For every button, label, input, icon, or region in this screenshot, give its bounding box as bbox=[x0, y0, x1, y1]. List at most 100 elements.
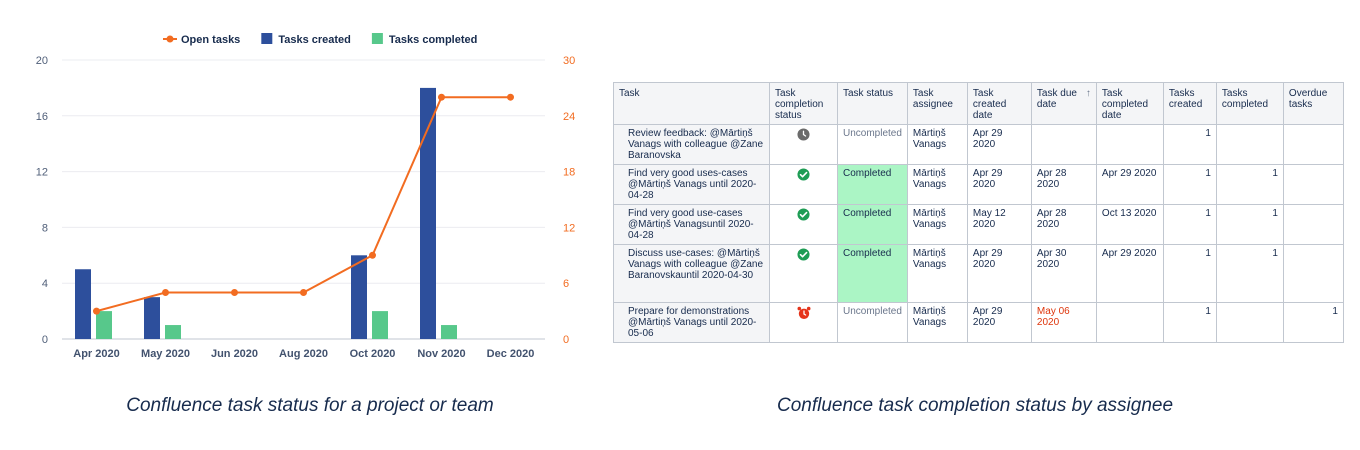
x-tick-label: Jun 2020 bbox=[211, 348, 258, 360]
task-name-cell[interactable]: Find very good uses-cases @Mārtiņš Vanag… bbox=[613, 164, 770, 205]
due-date-cell: Apr 28 2020 bbox=[1030, 164, 1097, 205]
header-due-date-label: Task due date bbox=[1036, 88, 1077, 110]
header-assignee[interactable]: Task assignee bbox=[906, 82, 968, 125]
table-row: Find very good use-cases @Mārtiņš Vanags… bbox=[613, 204, 1344, 245]
completion-status-cell bbox=[769, 164, 838, 205]
x-tick-label: Dec 2020 bbox=[487, 348, 535, 360]
y-right-tick-label: 12 bbox=[563, 222, 575, 234]
legend-swatch bbox=[371, 33, 383, 44]
completed-date-cell: Apr 29 2020 bbox=[1095, 164, 1164, 205]
assignee-cell[interactable]: Mārtiņš Vanags bbox=[906, 302, 968, 343]
completed-date-cell bbox=[1095, 302, 1164, 343]
x-tick-label: Apr 2020 bbox=[73, 348, 119, 360]
y-left-tick-label: 16 bbox=[36, 111, 48, 123]
task-status-cell: Completed bbox=[837, 204, 908, 245]
tasks-created-cell: 1 bbox=[1162, 244, 1217, 303]
tasks-created-cell: 1 bbox=[1162, 204, 1217, 245]
y-right-tick-label: 6 bbox=[563, 278, 569, 290]
tasks-created-cell: 1 bbox=[1162, 302, 1217, 343]
header-completion-status[interactable]: Task completion status bbox=[769, 82, 838, 125]
y-right-tick-label: 0 bbox=[563, 334, 569, 346]
task-name-cell[interactable]: Find very good use-cases @Mārtiņš Vanags… bbox=[613, 204, 770, 245]
check-circle-icon bbox=[797, 168, 810, 181]
tasks-completed-cell: 1 bbox=[1215, 164, 1284, 205]
chart-canvas: 0 4 8 12 16 20 0 6 12 18 24 30 Apr 2020 May 2020 Jun 2… bbox=[36, 33, 575, 360]
task-status-cell: Completed bbox=[837, 164, 908, 205]
task-completion-table: Task Task completion status Task status … bbox=[613, 82, 1344, 343]
created-date-cell: Apr 29 2020 bbox=[966, 244, 1032, 303]
legend-swatch bbox=[261, 33, 273, 44]
task-status-cell: Uncompleted bbox=[837, 124, 908, 165]
point-open-tasks bbox=[369, 251, 376, 259]
tasks-completed-cell: 1 bbox=[1215, 244, 1284, 303]
sort-ascending-icon[interactable]: ↑ bbox=[1085, 88, 1091, 99]
created-date-cell: May 12 2020 bbox=[966, 204, 1032, 245]
bar-tasks-completed bbox=[441, 325, 457, 339]
table-row: Discuss use-cases: @Mārtiņš Vanags with … bbox=[613, 244, 1344, 303]
header-completed-date[interactable]: Task completed date bbox=[1095, 82, 1164, 125]
header-task-status[interactable]: Task status bbox=[837, 82, 908, 125]
assignee-cell[interactable]: Mārtiņš Vanags bbox=[906, 164, 968, 205]
task-status-cell: Uncompleted bbox=[837, 302, 908, 343]
table-row: Prepare for demonstrations @Mārtiņš Vana… bbox=[613, 302, 1344, 343]
x-tick-label: Oct 2020 bbox=[350, 348, 396, 360]
chart-caption: Confluence task status for a project or … bbox=[126, 395, 494, 416]
y-left-tick-label: 4 bbox=[42, 278, 48, 290]
created-date-cell: Apr 29 2020 bbox=[966, 164, 1032, 205]
bar-tasks-created bbox=[144, 297, 160, 339]
header-task[interactable]: Task bbox=[613, 82, 770, 125]
header-due-date[interactable]: ↑ Task due date bbox=[1030, 82, 1097, 125]
y-left-tick-label: 20 bbox=[36, 55, 48, 67]
point-open-tasks bbox=[438, 93, 445, 101]
task-name-cell[interactable]: Discuss use-cases: @Mārtiņš Vanags with … bbox=[613, 244, 770, 303]
y-right-tick-label: 24 bbox=[563, 111, 575, 123]
task-status-chart: 0 4 8 12 16 20 0 6 12 18 24 30 Apr 2020 May 2020 Jun 2… bbox=[0, 0, 600, 370]
y-left-tick-label: 12 bbox=[36, 167, 48, 179]
completion-status-cell bbox=[769, 124, 838, 165]
overdue-tasks-cell bbox=[1282, 164, 1344, 205]
table-row: Find very good uses-cases @Mārtiņš Vanag… bbox=[613, 164, 1344, 205]
due-date-cell: Apr 28 2020 bbox=[1030, 204, 1097, 245]
bar-tasks-completed bbox=[372, 311, 388, 339]
header-tasks-completed[interactable]: Tasks completed bbox=[1215, 82, 1284, 125]
task-name-cell[interactable]: Review feedback: @Mārtiņš Vanags with co… bbox=[613, 124, 770, 165]
bar-tasks-completed bbox=[96, 311, 112, 339]
overdue-tasks-cell: 1 bbox=[1282, 302, 1344, 343]
clock-icon bbox=[797, 128, 810, 141]
created-date-cell: Apr 29 2020 bbox=[966, 124, 1032, 165]
point-open-tasks bbox=[231, 289, 238, 296]
header-tasks-created[interactable]: Tasks created bbox=[1162, 82, 1217, 125]
x-tick-label: Aug 2020 bbox=[279, 348, 328, 360]
overdue-tasks-cell bbox=[1282, 124, 1344, 165]
tasks-completed-cell bbox=[1215, 302, 1284, 343]
completion-status-cell bbox=[769, 244, 838, 303]
bar-tasks-created bbox=[351, 255, 367, 339]
table-caption: Confluence task completion status by ass… bbox=[776, 395, 1174, 416]
bar-tasks-created bbox=[420, 87, 436, 340]
due-date-cell bbox=[1030, 124, 1097, 165]
y-right-tick-label: 30 bbox=[563, 55, 575, 67]
tasks-completed-cell: 1 bbox=[1215, 204, 1284, 245]
line-open-tasks bbox=[96, 96, 511, 313]
header-created-date[interactable]: Task created date bbox=[966, 82, 1032, 125]
table-body: Review feedback: @Mārtiņš Vanags with co… bbox=[613, 124, 1344, 343]
overdue-tasks-cell bbox=[1282, 244, 1344, 303]
alarm-clock-icon bbox=[797, 306, 811, 319]
created-date-cell: Apr 29 2020 bbox=[966, 302, 1032, 343]
y-left-tick-label: 8 bbox=[42, 222, 48, 234]
check-circle-icon bbox=[797, 208, 810, 221]
completed-date-cell bbox=[1095, 124, 1164, 165]
x-tick-label: May 2020 bbox=[141, 348, 190, 360]
due-date-cell: Apr 30 2020 bbox=[1030, 244, 1097, 303]
bar-tasks-created bbox=[75, 269, 91, 339]
assignee-cell[interactable]: Mārtiņš Vanags bbox=[906, 124, 968, 165]
assignee-cell[interactable]: Mārtiņš Vanags bbox=[906, 244, 968, 303]
table-header-row: Task Task completion status Task status … bbox=[613, 82, 1344, 125]
completed-date-cell: Oct 13 2020 bbox=[1095, 204, 1164, 245]
task-name-cell[interactable]: Prepare for demonstrations @Mārtiņš Vana… bbox=[613, 302, 770, 343]
point-open-tasks bbox=[162, 289, 169, 296]
header-overdue-tasks[interactable]: Overdue tasks bbox=[1282, 82, 1344, 125]
task-table-container: Task Task completion status Task status … bbox=[613, 82, 1344, 343]
assignee-cell[interactable]: Mārtiņš Vanags bbox=[906, 204, 968, 245]
completion-status-cell bbox=[769, 302, 838, 343]
